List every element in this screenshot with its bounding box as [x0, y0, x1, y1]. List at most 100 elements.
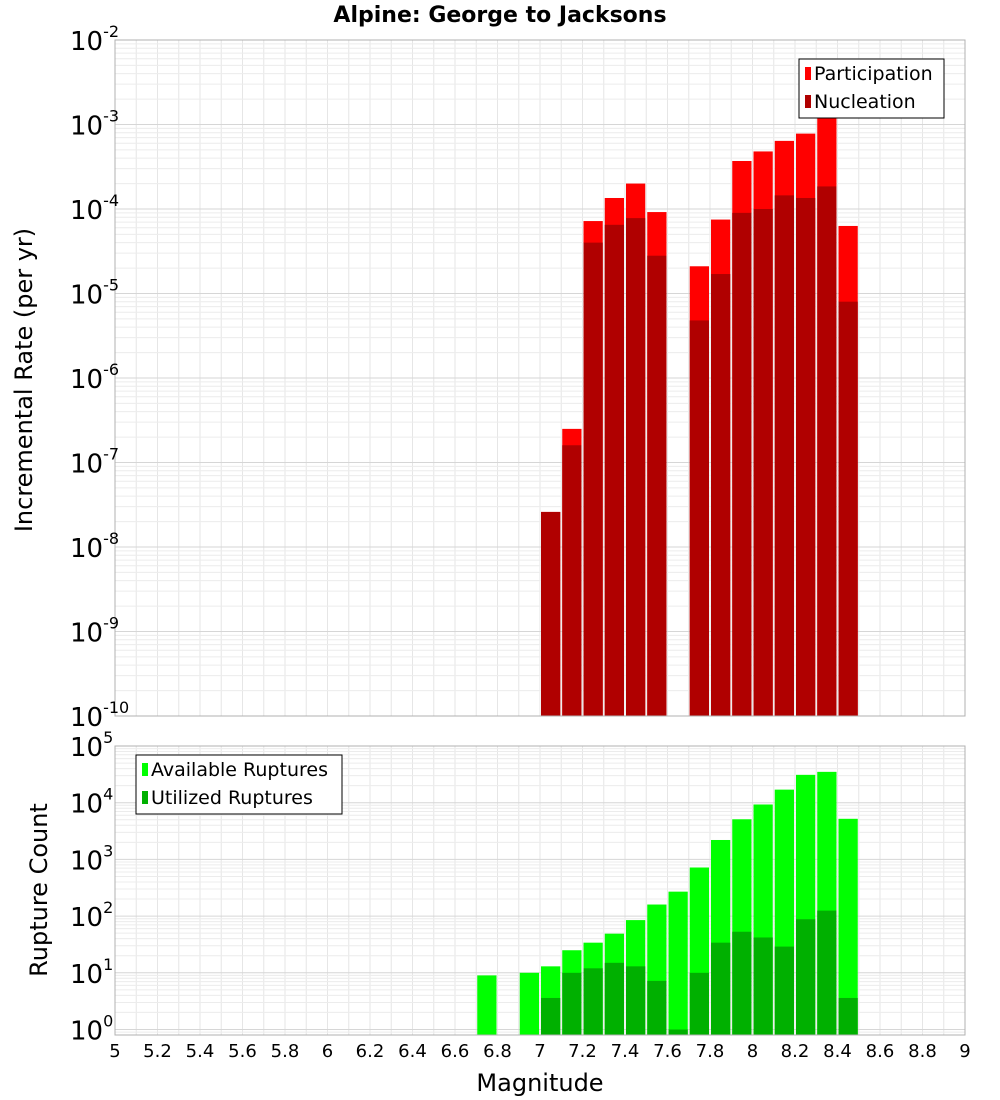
y-tick-label: 10-7	[70, 445, 119, 480]
y-tick-base: 10	[70, 534, 103, 564]
y-tick-base: 10	[70, 450, 103, 480]
x-tick-label: 5.2	[143, 1041, 172, 1062]
x-tick-label: 6.6	[441, 1041, 470, 1062]
legend-entry: Utilized Ruptures	[151, 787, 313, 809]
count-bar-primary	[519, 972, 539, 1035]
top-y-axis-label: Incremental Rate (per yr)	[10, 228, 38, 532]
count-legend: Available Ruptures Utilized Ruptures	[135, 754, 343, 815]
y-tick-exponent: -8	[103, 529, 119, 548]
count-bar-secondary	[583, 968, 603, 1035]
legend-swatch	[805, 95, 811, 108]
y-tick-base: 10	[70, 733, 103, 763]
y-tick-label: 10-5	[70, 276, 119, 311]
y-tick-base: 10	[70, 112, 103, 142]
y-tick-base: 10	[70, 790, 103, 820]
y-tick-label: 100	[70, 1012, 113, 1047]
y-tick-label: 105	[70, 728, 113, 763]
x-tick-label: 7	[534, 1041, 545, 1062]
rate-bar-secondary	[796, 197, 816, 716]
count-bar-secondary	[753, 937, 773, 1035]
rate-bar-secondary	[838, 301, 858, 716]
y-tick-exponent: -4	[103, 191, 119, 210]
x-tick-label: 8.8	[908, 1041, 937, 1062]
y-tick-exponent: -10	[103, 698, 129, 717]
x-tick-label: 9	[959, 1041, 970, 1062]
y-tick-label: 10-3	[70, 107, 119, 142]
count-bar-secondary	[647, 980, 667, 1035]
rate-bar-secondary	[626, 218, 646, 716]
rate-bar-secondary	[817, 186, 837, 716]
plot-frame	[114, 745, 966, 1036]
rate-bar-secondary	[562, 445, 582, 716]
x-tick-label: 8	[747, 1041, 758, 1062]
y-tick-label: 103	[70, 841, 113, 876]
x-tick-label: 5.6	[228, 1041, 257, 1062]
x-axis-label: Magnitude	[476, 1069, 603, 1097]
x-tick-label: 7.2	[568, 1041, 597, 1062]
x-tick-label: 6	[322, 1041, 333, 1062]
x-tick-label: 7.8	[696, 1041, 725, 1062]
count-bar-primary	[477, 975, 497, 1035]
y-tick-base: 10	[70, 619, 103, 649]
y-tick-exponent: -2	[103, 22, 119, 41]
legend-swatch	[805, 67, 811, 80]
y-tick-exponent: -3	[103, 107, 119, 126]
count-bar-secondary	[732, 931, 752, 1035]
y-tick-base: 10	[70, 846, 103, 876]
plot-frame	[114, 39, 966, 717]
count-bar-secondary	[711, 942, 731, 1035]
legend-box	[135, 754, 343, 815]
rate-bar-secondary	[647, 255, 667, 716]
rate-bar-secondary	[689, 320, 709, 716]
y-tick-label: 10-10	[70, 698, 129, 733]
count-bar-primary	[668, 891, 688, 1035]
legend-swatch	[142, 763, 148, 776]
x-tick-label: 6.2	[356, 1041, 385, 1062]
y-tick-exponent: -7	[103, 445, 119, 464]
count-bar-secondary	[796, 919, 816, 1035]
y-tick-exponent: 1	[103, 955, 113, 974]
y-tick-exponent: -6	[103, 360, 119, 379]
y-tick-base: 10	[70, 1017, 103, 1047]
y-tick-label: 102	[70, 898, 113, 933]
count-bar-secondary	[838, 997, 858, 1035]
y-tick-label: 10-8	[70, 529, 119, 564]
y-tick-exponent: 5	[103, 728, 113, 747]
x-tick-label: 8.6	[866, 1041, 895, 1062]
x-tick-label: 5.8	[271, 1041, 300, 1062]
count-bar-secondary	[668, 1029, 688, 1035]
count-bar-secondary	[541, 997, 561, 1035]
y-tick-base: 10	[70, 281, 103, 311]
x-tick-label: 5.4	[186, 1041, 215, 1062]
x-tick-label: 7.4	[611, 1041, 640, 1062]
y-tick-label: 10-4	[70, 191, 119, 226]
y-tick-exponent: 3	[103, 841, 113, 860]
count-bar-secondary	[817, 910, 837, 1035]
y-tick-label: 10-2	[70, 22, 119, 57]
rate-plot-panel: 10-1010-910-810-710-610-510-410-310-2Par…	[70, 22, 966, 733]
count-bar-secondary	[689, 972, 709, 1035]
count-bar-primary	[838, 818, 858, 1035]
count-bar-secondary	[562, 972, 582, 1035]
rate-bar-secondary	[732, 212, 752, 716]
y-tick-base: 10	[70, 960, 103, 990]
y-tick-label: 101	[70, 955, 113, 990]
y-tick-exponent: 4	[103, 785, 113, 804]
chart-title: Alpine: George to Jacksons	[333, 3, 666, 28]
count-bar-secondary	[626, 966, 646, 1035]
y-tick-base: 10	[70, 196, 103, 226]
count-bar-secondary	[604, 962, 624, 1035]
rate-bar-secondary	[541, 511, 561, 716]
y-tick-label: 104	[70, 785, 113, 820]
x-tick-label: 6.4	[398, 1041, 427, 1062]
legend-entry: Participation	[814, 63, 933, 85]
y-tick-exponent: -9	[103, 614, 119, 633]
y-tick-exponent: 0	[103, 1012, 113, 1031]
y-tick-base: 10	[70, 703, 103, 733]
y-tick-base: 10	[70, 27, 103, 57]
rate-bar-secondary	[753, 209, 773, 716]
rate-bar-secondary	[604, 224, 624, 716]
legend-box	[798, 58, 945, 119]
x-tick-label: 8.4	[823, 1041, 852, 1062]
legend-swatch	[142, 791, 148, 804]
